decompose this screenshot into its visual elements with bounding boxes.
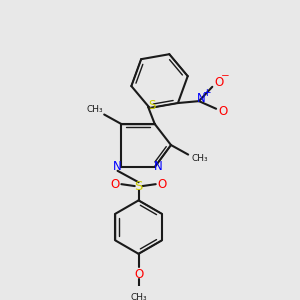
Text: CH₃: CH₃ — [191, 154, 208, 163]
Text: N: N — [154, 160, 163, 173]
Text: O: O — [214, 76, 224, 88]
Text: CH₃: CH₃ — [86, 105, 103, 114]
Text: CH₃: CH₃ — [130, 293, 147, 300]
Text: −: − — [221, 71, 230, 81]
Text: S: S — [148, 99, 156, 112]
Text: +: + — [203, 88, 212, 98]
Text: N: N — [113, 160, 122, 173]
Text: O: O — [158, 178, 167, 191]
Text: S: S — [134, 180, 143, 193]
Text: N: N — [196, 92, 205, 105]
Text: O: O — [218, 105, 227, 118]
Text: O: O — [134, 268, 143, 281]
Text: O: O — [110, 178, 119, 191]
